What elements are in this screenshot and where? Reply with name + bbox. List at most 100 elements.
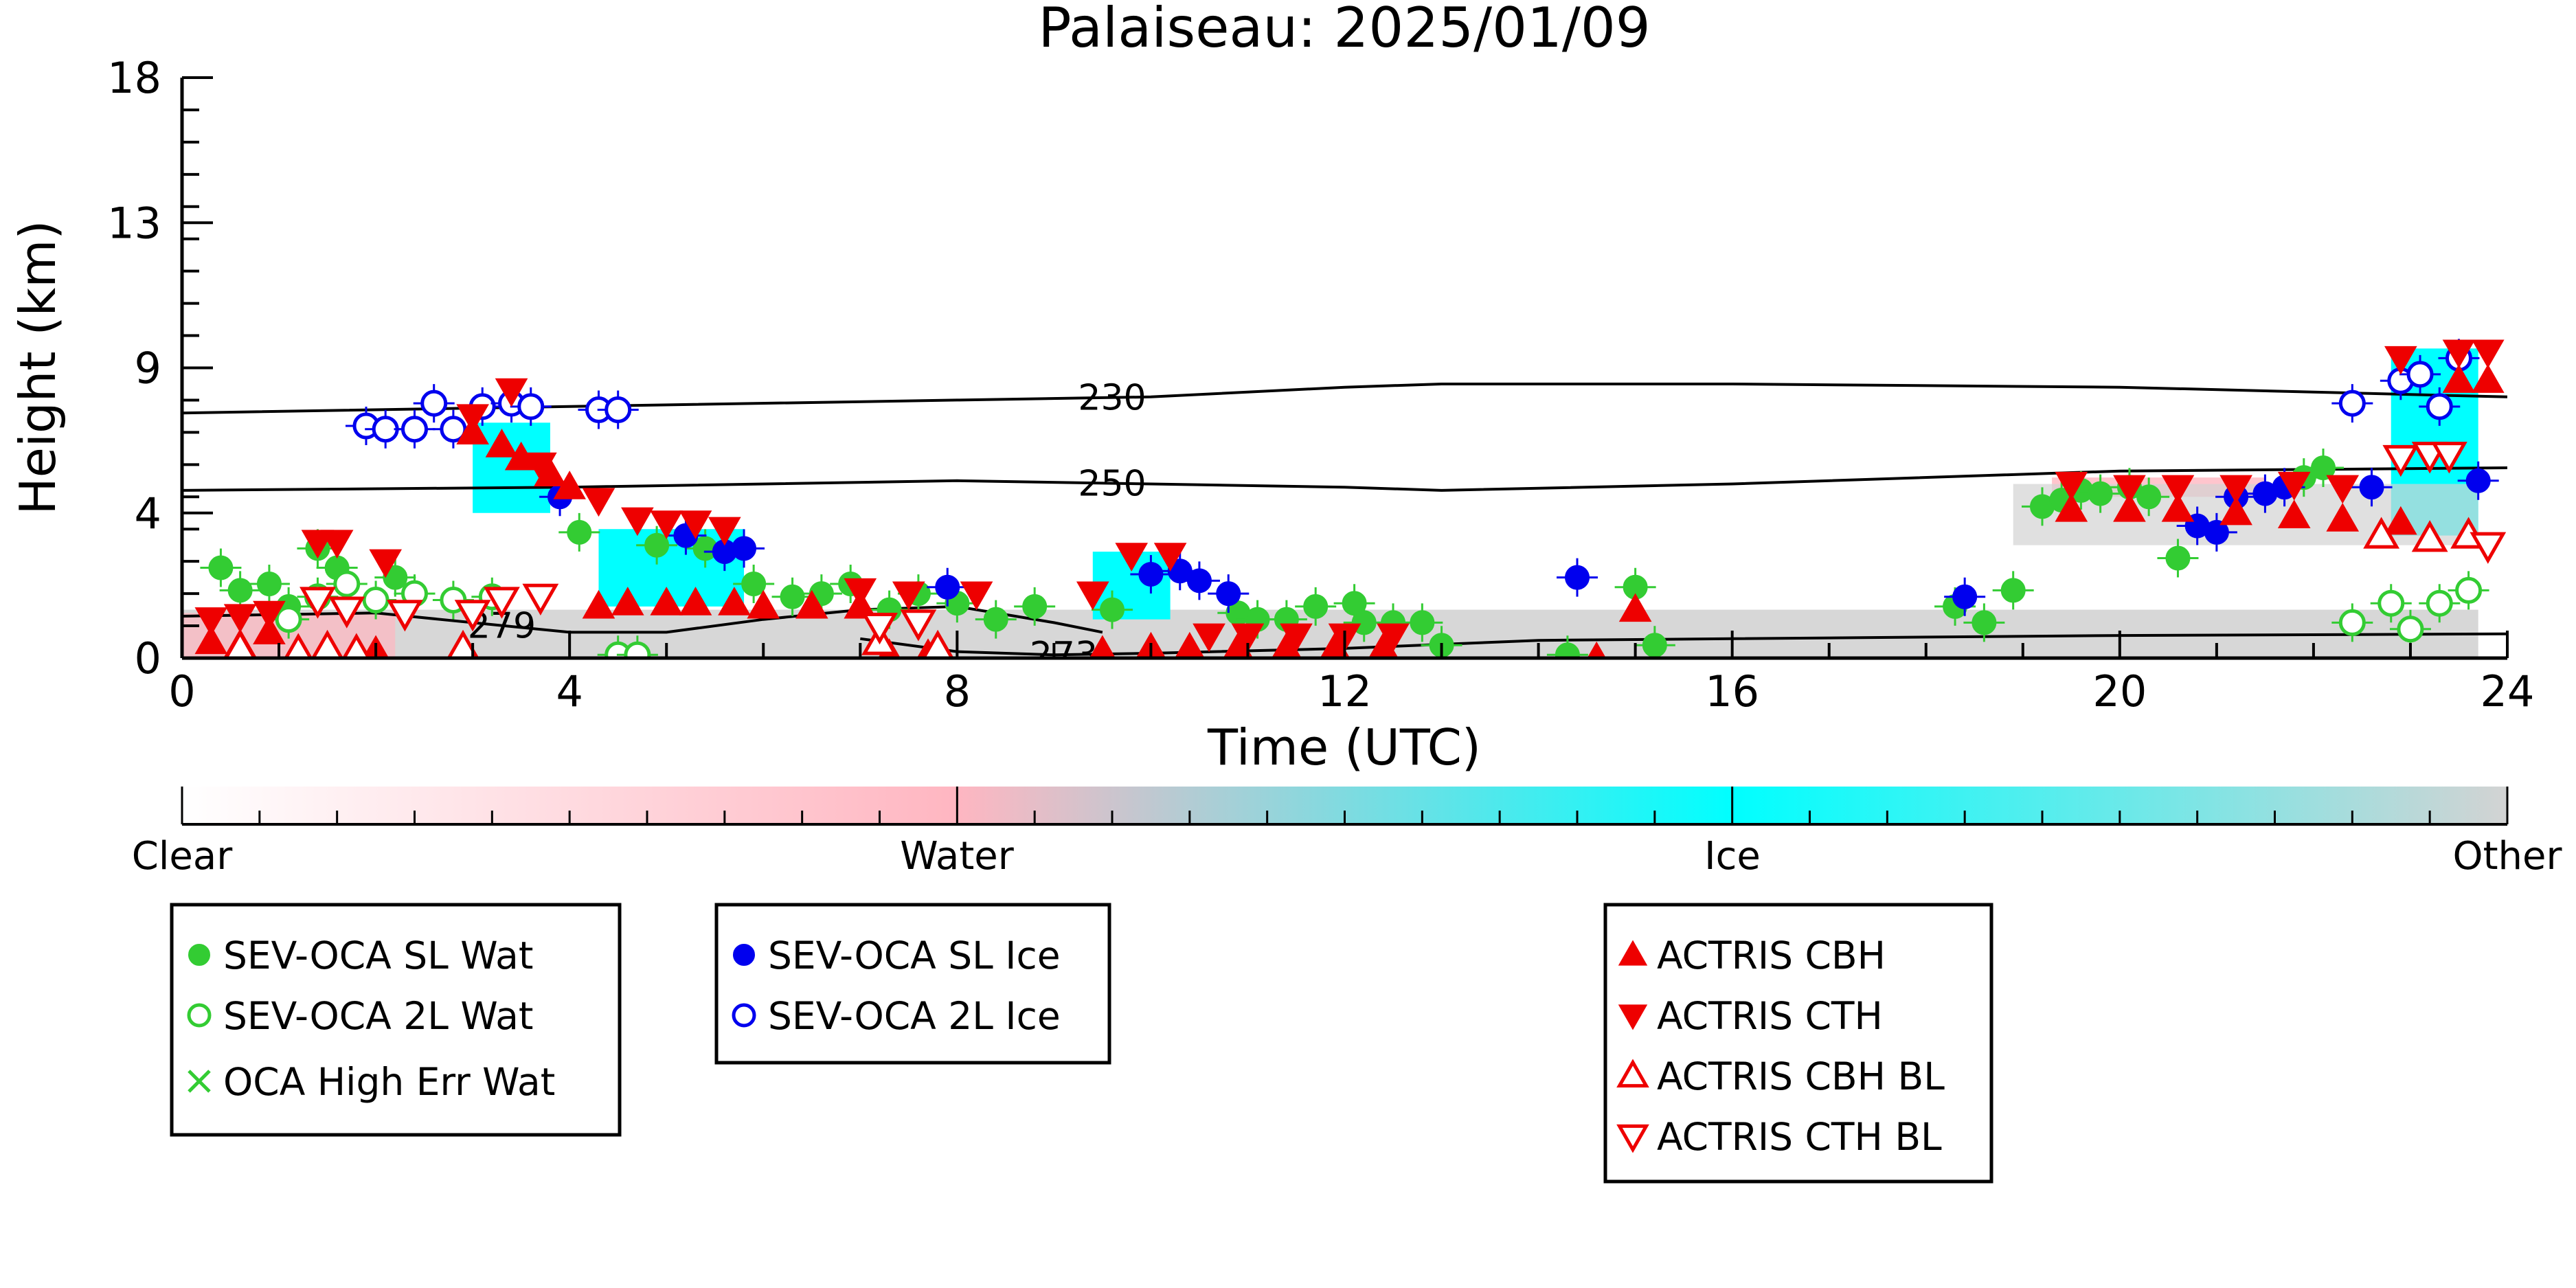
data-point (224, 629, 257, 658)
data-point (2311, 455, 2336, 481)
legend-box (714, 903, 1111, 1065)
colorbar-label: Other (2452, 834, 2562, 879)
data-point (921, 629, 954, 658)
legend-marker (1616, 1124, 1649, 1153)
data-point (679, 587, 712, 615)
data-point (2406, 361, 2434, 388)
data-point (2471, 364, 2505, 393)
legend-marker (1618, 940, 1648, 966)
data-point (2161, 493, 2195, 522)
data-point (1952, 584, 1978, 609)
data-point (2471, 339, 2505, 369)
data-point (2161, 475, 2195, 504)
data-point (1089, 635, 1116, 658)
legend-label: ACTRIS CBH (1657, 934, 1886, 978)
data-point (2055, 471, 2088, 501)
x-tick-label: 12 (1318, 666, 1372, 716)
data-point (2397, 615, 2424, 643)
data-point (2055, 493, 2088, 522)
data-point (362, 587, 389, 613)
data-point (2338, 389, 2366, 417)
data-point (2442, 364, 2476, 393)
data-point (844, 578, 877, 607)
x-tick-label: 16 (1705, 666, 1759, 716)
data-point (227, 578, 253, 603)
data-point (1618, 593, 1652, 622)
data-point (732, 536, 757, 561)
data-point (1216, 581, 1241, 607)
data-point (861, 612, 898, 645)
data-point (524, 452, 557, 482)
data-point (650, 587, 683, 615)
colorbar: Clear Water Ice Other (132, 787, 2562, 879)
legend-marker (733, 944, 755, 966)
data-point (605, 396, 632, 424)
legend-label: SEV-OCA 2L Wat (223, 994, 534, 1038)
data-point (2411, 520, 2448, 552)
contour-line (182, 466, 2507, 492)
data-point (644, 532, 670, 558)
data-point (747, 589, 780, 619)
data-point (522, 583, 559, 615)
data-point (582, 488, 615, 517)
data-point (795, 589, 828, 619)
legend-label: SEV-OCA SL Wat (223, 934, 533, 978)
data-point (650, 510, 683, 539)
y-tick-label: 4 (135, 488, 161, 539)
y-tick-label: 0 (135, 633, 161, 683)
data-point (447, 629, 479, 658)
y-tick-label: 13 (107, 198, 161, 248)
data-point (2326, 503, 2360, 532)
data-point (2338, 609, 2366, 636)
legend-marker (1618, 1004, 1648, 1030)
data-point (2384, 506, 2417, 535)
contour-label: 250 (1078, 464, 1146, 505)
legend-label: ACTRIS CTH BL (1657, 1115, 1942, 1159)
data-point (892, 581, 925, 611)
legend-label: SEV-OCA 2L Ice (768, 994, 1061, 1038)
data-point (2136, 484, 2162, 510)
legend-marker (732, 1003, 756, 1028)
x-axis-label: Time (UTC) (1207, 719, 1481, 776)
data-point (2277, 499, 2311, 529)
colorbar-label: Water (900, 834, 1015, 879)
data-point (553, 471, 586, 499)
data-point (2377, 589, 2405, 617)
x-tick-label: 0 (168, 666, 195, 716)
contour-line (182, 383, 2507, 415)
data-point (624, 641, 651, 658)
data-point (440, 416, 467, 443)
data-point (1587, 641, 1606, 658)
data-point (253, 600, 286, 630)
data-point (300, 587, 336, 619)
data-point (256, 572, 282, 597)
data-point (328, 596, 365, 629)
data-point (1303, 594, 1329, 619)
legend-box (170, 903, 622, 1137)
data-point (960, 581, 993, 611)
legends: SEV-OCA SL Wat SEV-OCA 2L Wat OCA High Err… (170, 903, 1993, 1184)
data-point (718, 587, 751, 615)
data-point (2165, 545, 2191, 571)
data-point (2277, 471, 2311, 501)
data-point (935, 574, 960, 600)
data-point (383, 565, 408, 590)
y-tick-label: 18 (107, 53, 161, 103)
y-tick-label: 9 (135, 343, 161, 394)
legend-box (1603, 903, 1993, 1184)
data-point (311, 629, 344, 658)
data-point (369, 549, 403, 578)
x-tick-label: 4 (556, 666, 583, 716)
data-point (1555, 642, 1580, 658)
legend-label: OCA High Err Wat (223, 1060, 555, 1104)
colorbar-label: Clear (132, 834, 233, 879)
data-point (2470, 532, 2507, 564)
y-axis-label: Height (km) (9, 221, 67, 515)
data-point (1231, 623, 1265, 653)
data-point (320, 530, 354, 559)
data-point (2113, 493, 2146, 522)
data-point (708, 517, 741, 546)
data-point (372, 416, 399, 443)
data-point (342, 633, 371, 658)
